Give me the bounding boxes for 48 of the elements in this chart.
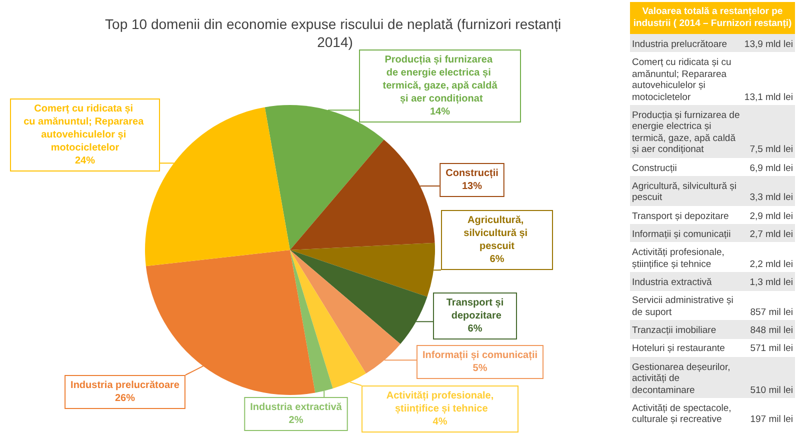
text: 13,9 mld lei (744, 38, 793, 50)
text: 2,9 mld lei (750, 210, 793, 222)
data-label: 4% (432, 416, 448, 428)
category-label: Industria prelucrătoare (632, 38, 728, 50)
category-label: Construcții (632, 162, 678, 174)
data-label: 26% (114, 393, 136, 404)
slice-label: Comerț cu ridicata și cu amănuntul; Repararea autovehiculelor și motocicletelor (24, 104, 146, 154)
slice-label: Transport și depozitare (446, 298, 504, 322)
category-label: Tranzacții imobiliare (632, 325, 718, 337)
text: 857 mil lei (750, 306, 793, 318)
text: 571 mil lei (750, 343, 793, 354)
category-label: Servicii administrative și de suport (632, 295, 734, 318)
data-label: 6% (490, 254, 504, 265)
data-label: 5% (472, 363, 488, 374)
text: 3,3 mld lei (750, 192, 793, 204)
data-label: 14% (430, 106, 450, 118)
data-label: 24% (74, 156, 96, 166)
category-label: Comerț cu ridicata și cu amănuntul; Repararea autovehiculelor și motocicletelor (632, 57, 732, 104)
category-label: Gestionarea deșeurilor, activități de decontaminare (632, 362, 732, 396)
category-label: Hoteluri și restaurante (632, 343, 726, 355)
slice-label: Informații și comunicații (422, 350, 538, 361)
chart-title: Top 10 domenii din economie expuse riscului de neplată (furnizori restanți 2014) (105, 16, 565, 50)
text: 6,9 mld lei (750, 162, 793, 174)
text: 2,7 mld lei (750, 228, 793, 240)
data-label: 13% (462, 181, 482, 192)
text: 13,1 mld lei (744, 92, 793, 103)
slice-label: Industria prelucrătoare (70, 380, 180, 391)
slice-label: Construcții (446, 168, 499, 179)
data-label: 6% (468, 324, 482, 334)
slice-label: Industria extractivă (250, 402, 342, 413)
text: 510 mil lei (750, 384, 793, 396)
slice-label: Activități profesionale, științifice și tehnice (386, 390, 494, 414)
text: 848 mil lei (750, 325, 793, 336)
category-label: Transport și depozitare (632, 210, 730, 222)
slice-label: Producția și furnizarea de energie electrica și termică, gaze, apă caldă și aer condiționat (382, 54, 498, 104)
text: 7,5 mld lei (750, 144, 793, 156)
category-label: Agricultură, silvicultură și pescuit (632, 180, 738, 204)
category-label: Industria extractivă (632, 277, 713, 289)
text: 197 mil lei (750, 414, 793, 426)
text: Valoarea totală a restanțelor pe industrii ( 2014 – Furnizori restanți) (630, 2, 795, 34)
category-label: Producția și furnizarea de energie electrica și termică, gaze, apă caldă și aer condiționat (632, 110, 741, 156)
category-label: Activități profesionale, științifice și tehnice (632, 247, 726, 270)
data-label: 2% (288, 415, 304, 426)
category-label: Activități de spectacole, culturale și recreative (632, 402, 732, 426)
slice-label: Agricultură, silvicultură și pescuit (464, 215, 530, 252)
text: 1,3 mld lei (750, 277, 793, 288)
text: 2,2 mld lei (750, 258, 793, 270)
category-label: Informații și comunicații (632, 228, 732, 240)
